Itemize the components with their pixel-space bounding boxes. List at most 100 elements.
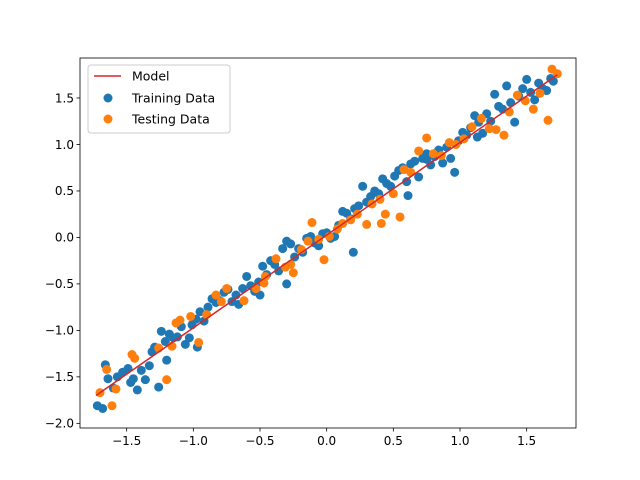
training-point <box>242 271 252 281</box>
testing-point <box>388 189 398 199</box>
testing-point <box>395 212 405 222</box>
training-point <box>438 158 448 168</box>
testing-point <box>512 90 522 100</box>
training-point <box>132 385 142 395</box>
model-line <box>95 74 558 397</box>
training-point <box>162 355 172 365</box>
training-point <box>402 177 412 187</box>
y-tick-label: −2.0 <box>45 417 74 431</box>
testing-point <box>476 113 486 123</box>
y-tick-label: 1.0 <box>55 138 74 152</box>
testing-point <box>288 268 298 278</box>
legend-testing-swatch <box>103 114 113 124</box>
training-point <box>446 153 456 163</box>
training-point <box>530 95 540 105</box>
training-point <box>103 374 113 384</box>
testing-point <box>362 219 372 229</box>
training-point <box>154 382 164 392</box>
x-tick-label: 0.0 <box>317 434 336 448</box>
testing-point <box>175 315 185 325</box>
testing-point <box>467 122 477 132</box>
chart-marks <box>92 64 562 413</box>
testing-point <box>543 115 553 125</box>
y-tick-label: 0.0 <box>55 231 74 245</box>
x-tick-label: 1.5 <box>517 434 536 448</box>
legend-model-label: Model <box>132 69 170 84</box>
x-tick-label: 1.0 <box>450 434 469 448</box>
testing-point <box>239 296 249 306</box>
training-point <box>518 84 528 94</box>
testing-point <box>303 236 313 246</box>
training-point <box>414 172 424 182</box>
legend-testing-label: Testing Data <box>131 112 210 127</box>
training-point <box>144 361 154 371</box>
chart-legend: Model Training Data Testing Data <box>87 64 231 134</box>
testing-point <box>186 311 196 321</box>
y-tick-label: 0.5 <box>55 184 74 198</box>
training-point <box>502 81 512 91</box>
training-point <box>354 201 364 211</box>
testing-point <box>271 254 281 264</box>
testing-point <box>222 284 232 294</box>
training-point <box>184 333 194 343</box>
y-tick-label: −0.5 <box>45 277 74 291</box>
x-tick-label: 0.5 <box>384 434 403 448</box>
training-point <box>274 266 284 276</box>
training-point <box>156 326 166 336</box>
testing-point <box>102 364 112 374</box>
testing-point <box>251 284 261 294</box>
training-point <box>348 247 358 257</box>
training-point <box>286 239 296 249</box>
testing-point <box>194 337 204 347</box>
training-point <box>126 377 136 387</box>
legend-training-label: Training Data <box>131 91 215 106</box>
testing-point <box>376 218 386 228</box>
training-point <box>510 117 520 127</box>
x-tick-label: −1.0 <box>179 434 208 448</box>
testing-point <box>216 297 226 307</box>
x-tick-label: −0.5 <box>245 434 274 448</box>
testing-point <box>528 104 538 114</box>
testing-point <box>107 401 117 411</box>
legend-box <box>87 64 231 134</box>
testing-point <box>535 88 545 98</box>
testing-point <box>307 218 317 228</box>
training-point <box>160 337 170 347</box>
testing-point <box>259 278 269 288</box>
testing-point <box>422 133 432 143</box>
training-point <box>238 284 248 294</box>
testing-point <box>484 124 494 134</box>
y-tick-label: 1.5 <box>55 91 74 105</box>
testing-point <box>286 259 296 269</box>
x-tick-label: −1.5 <box>112 434 141 448</box>
legend-training-swatch <box>103 93 113 103</box>
testing-point <box>162 375 172 385</box>
testing-point <box>428 149 438 159</box>
testing-point <box>111 384 121 394</box>
training-point <box>98 403 108 413</box>
chart-axes: −1.5 −1.0 −0.5 0.0 0.5 1.0 1.5 −2.0 −1.5 −1.0 −0.5… <box>45 91 536 448</box>
training-point <box>203 302 213 312</box>
testing-point <box>130 353 140 363</box>
training-point <box>140 375 150 385</box>
training-point <box>255 290 265 300</box>
training-point <box>136 365 146 375</box>
testing-point <box>319 255 329 265</box>
training-point <box>358 181 368 191</box>
training-point <box>450 167 460 177</box>
testing-point <box>406 167 416 177</box>
training-point <box>410 156 420 166</box>
training-point <box>314 241 324 251</box>
y-tick-label: −1.0 <box>45 324 74 338</box>
testing-point <box>499 130 509 140</box>
training-point <box>258 261 268 271</box>
testing-point <box>211 290 221 300</box>
training-point <box>282 279 292 289</box>
testing-point <box>380 209 390 219</box>
training-point <box>180 339 190 349</box>
testing-point <box>414 146 424 156</box>
training-point <box>490 89 500 99</box>
training-point <box>422 154 432 164</box>
